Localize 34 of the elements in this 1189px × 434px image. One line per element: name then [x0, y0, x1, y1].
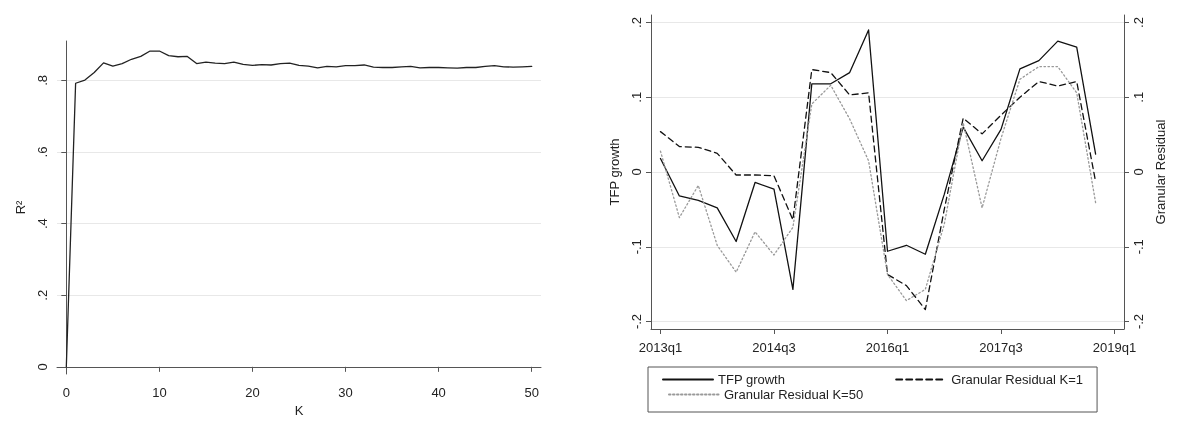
y2-tick-label: 0	[1131, 168, 1146, 176]
legend-label: Granular Residual K=1	[951, 372, 1084, 387]
y-axis-title: TFP growth	[607, 138, 622, 206]
x-tick-label: 50	[524, 385, 539, 400]
x-tick-label: 2016q1	[865, 340, 910, 355]
y-tick-label: .8	[35, 74, 50, 86]
y-tick-label: .2	[629, 17, 644, 28]
legend-label: TFP growth	[718, 372, 785, 387]
x-axis-title: K	[294, 402, 304, 418]
x-tick-label: 30	[338, 385, 353, 400]
y-axis-title: R²	[13, 199, 28, 215]
y2-tick-label: -.2	[1131, 313, 1146, 330]
y2-axis-title: Granular Residual	[1153, 119, 1168, 225]
x-tick-label: 10	[152, 385, 167, 400]
line-series	[65, 50, 533, 368]
y-tick-label: .1	[629, 91, 644, 103]
x-tick-label: 2019q1	[1092, 340, 1137, 355]
legend-label: Granular Residual K=50	[724, 387, 864, 402]
y2-tick-label: .1	[1131, 91, 1146, 103]
y-tick-label: -.1	[629, 239, 644, 255]
x-tick-label: 0	[62, 385, 70, 400]
y-tick-label: .4	[35, 218, 50, 230]
x-tick-label: 2017q3	[979, 340, 1023, 355]
x-tick-label: 20	[245, 385, 260, 400]
y-tick-label: .6	[35, 146, 50, 158]
y-tick-label: .2	[35, 289, 50, 301]
x-tick-label: 2014q3	[752, 340, 796, 355]
y2-tick-label: -.1	[1131, 239, 1146, 255]
x-tick-label: 40	[431, 385, 446, 400]
x-tick-label: 2013q1	[638, 340, 683, 355]
y2-tick-label: .2	[1131, 17, 1146, 28]
y-tick-label: -.2	[629, 313, 644, 330]
y-tick-label: 0	[35, 363, 50, 371]
y-tick-label: 0	[629, 168, 644, 176]
